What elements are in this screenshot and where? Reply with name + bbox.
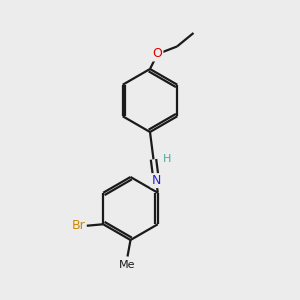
- Text: H: H: [163, 154, 172, 164]
- Text: Br: Br: [71, 219, 85, 232]
- Text: Me: Me: [119, 260, 136, 270]
- Text: O: O: [153, 47, 162, 61]
- Text: N: N: [152, 174, 161, 187]
